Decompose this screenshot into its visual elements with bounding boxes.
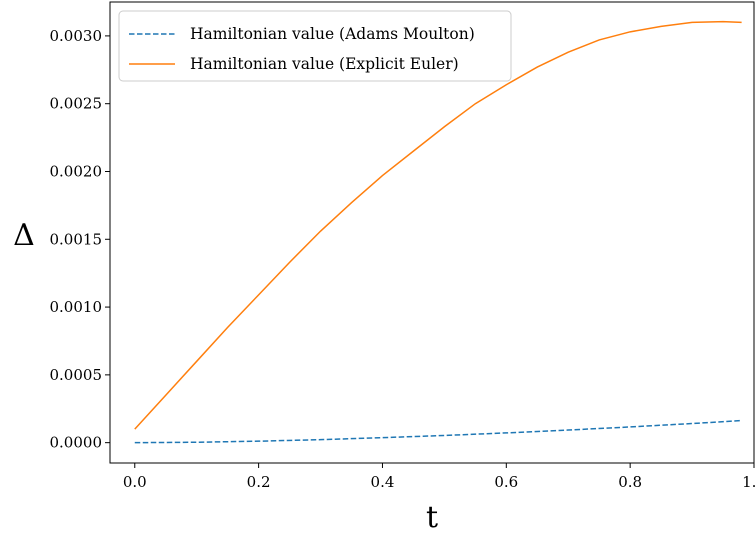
series-line-explicit-euler <box>134 20 742 430</box>
y-tick-label: 0.0005 <box>50 366 103 384</box>
y-tick-label: 0.0025 <box>50 95 103 113</box>
plot-area <box>134 20 742 444</box>
series-line-adams-moulton <box>134 419 742 444</box>
legend-box <box>118 10 512 82</box>
y-tick-label: 0.0020 <box>50 162 103 180</box>
axes-frame <box>109 1 755 464</box>
x-tick-label: 0.0 <box>123 473 147 491</box>
y-tick-label: 0.0030 <box>50 27 103 45</box>
x-tick-label: 0.4 <box>371 473 395 491</box>
x-tick-label: 1.0 <box>742 473 756 491</box>
x-axis-ticks: 0.0 0.2 0.4 0.6 0.8 1.0 <box>123 463 756 491</box>
x-tick-label: 0.2 <box>247 473 271 491</box>
y-axis-ticks: 0.0000 0.0005 0.0010 0.0015 0.0020 0.0025 0.00… <box>50 27 110 452</box>
y-axis-label: Δ <box>13 218 35 253</box>
x-tick-label: 0.6 <box>494 473 518 491</box>
x-axis-label: t <box>426 500 438 533</box>
y-tick-label: 0.0000 <box>50 434 103 452</box>
legend: Hamiltonian value (Adams Moulton) Hamilt… <box>118 10 512 82</box>
y-tick-label: 0.0015 <box>50 230 103 248</box>
legend-label-adams-moulton: Hamiltonian value (Adams Moulton) <box>190 25 475 43</box>
legend-label-explicit-euler: Hamiltonian value (Explicit Euler) <box>190 55 459 73</box>
y-tick-label: 0.0010 <box>50 298 103 316</box>
x-tick-label: 0.8 <box>618 473 642 491</box>
